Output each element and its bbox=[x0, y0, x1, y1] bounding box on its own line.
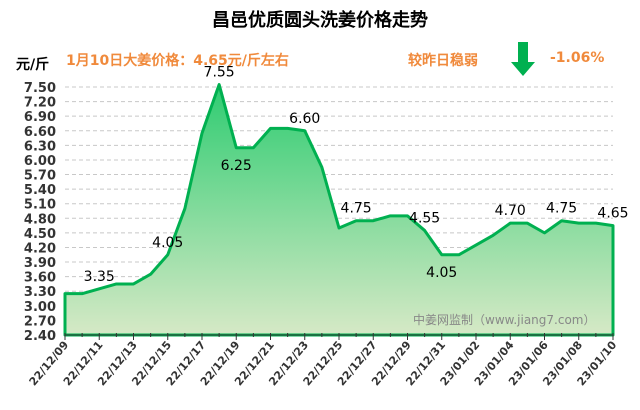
y-tick-label: 7.50 bbox=[24, 81, 56, 96]
compare-text: 较昨日稳弱 bbox=[408, 53, 478, 69]
arrow-down-icon bbox=[511, 42, 535, 82]
chart-title: 昌邑优质圆头洗姜价格走势 bbox=[212, 10, 428, 31]
y-tick-label: 3.90 bbox=[24, 256, 56, 271]
y-tick-label: 3.30 bbox=[24, 285, 56, 300]
y-tick-label: 6.60 bbox=[24, 125, 56, 140]
data-label: 4.05 bbox=[426, 265, 457, 281]
data-label: 4.05 bbox=[152, 235, 183, 251]
y-tick-label: 3.60 bbox=[24, 271, 56, 286]
y-tick-label: 7.20 bbox=[24, 96, 56, 111]
y-tick-label: 2.40 bbox=[24, 329, 56, 344]
data-label: 4.55 bbox=[409, 210, 440, 226]
y-tick-label: 6.90 bbox=[24, 110, 56, 125]
y-tick-label: 6.30 bbox=[24, 139, 56, 154]
y-tick-label: 5.40 bbox=[24, 183, 56, 198]
change-percent: -1.06% bbox=[550, 50, 605, 66]
y-tick-label: 5.70 bbox=[24, 169, 56, 184]
y-tick-label: 6.00 bbox=[24, 154, 56, 169]
data-label: 4.70 bbox=[495, 203, 526, 219]
data-label: 6.25 bbox=[221, 158, 252, 174]
y-tick-label: 4.20 bbox=[24, 241, 56, 256]
watermark: 中姜网监制（www.jiang7.com） bbox=[413, 312, 595, 327]
data-label: 6.60 bbox=[289, 111, 320, 127]
y-tick-label: 4.50 bbox=[24, 227, 56, 242]
price-area bbox=[63, 83, 615, 337]
data-label: 4.65 bbox=[597, 206, 628, 222]
y-tick-label: 4.80 bbox=[24, 212, 56, 227]
data-label: 4.75 bbox=[341, 201, 372, 217]
y-tick-label: 5.10 bbox=[24, 198, 56, 213]
y-tick-label: 3.00 bbox=[24, 300, 56, 315]
y-axis-unit: 元/斤 bbox=[16, 57, 50, 73]
y-tick-label: 2.70 bbox=[24, 314, 56, 329]
data-label: 7.55 bbox=[204, 65, 235, 81]
price-summary: 1月10日大姜价格：4.65元/斤左右 bbox=[66, 53, 289, 69]
data-label: 4.75 bbox=[546, 201, 577, 217]
data-label: 3.35 bbox=[84, 269, 115, 285]
